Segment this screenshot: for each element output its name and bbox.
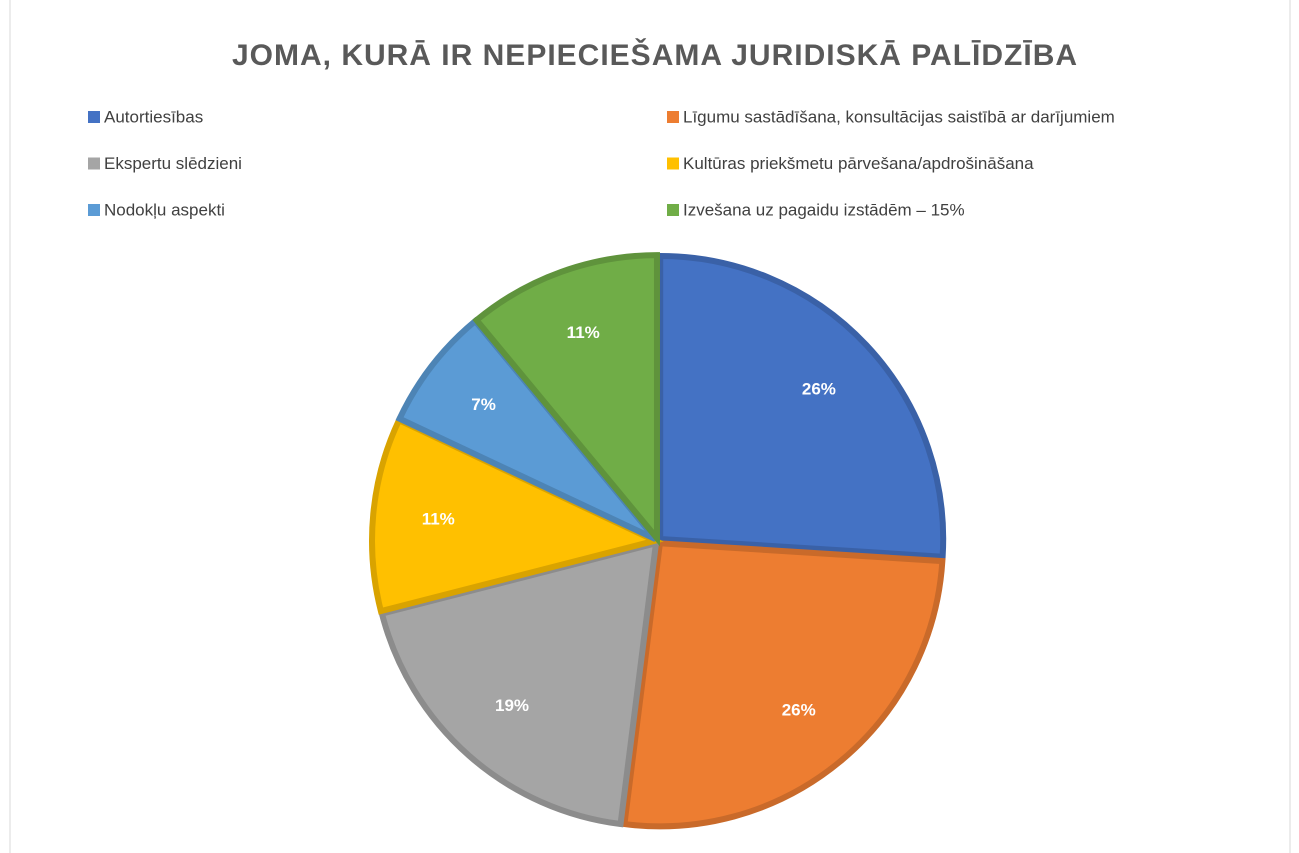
legend-label: Nodokļu aspekti — [104, 200, 225, 219]
legend-swatch — [88, 157, 100, 170]
data-label: 7% — [471, 395, 496, 414]
legend-swatch — [88, 204, 100, 216]
legend-label: Izvešana uz pagaidu izstādēm – 15% — [683, 200, 965, 219]
data-label: 19% — [495, 696, 529, 715]
data-label: 26% — [802, 379, 836, 398]
chart-title: JOMA, KURĀ IR NEPIECIEŠAMA JURIDISKĀ PAL… — [232, 38, 1078, 72]
legend-label: Autortiesības — [104, 107, 203, 126]
legend-swatch — [88, 111, 100, 123]
pie-slice — [657, 252, 947, 560]
legend-swatch — [667, 204, 679, 216]
legend-swatch — [667, 157, 679, 170]
legend-label: Līgumu sastādīšana, konsultācijas saistī… — [683, 107, 1115, 126]
pie-slice — [472, 252, 660, 547]
legend-label: Kultūras priekšmetu pārvešana/apdrošināš… — [683, 154, 1034, 173]
pie-slice — [621, 540, 946, 830]
legend-label: Ekspertu slēdzieni — [104, 154, 242, 173]
pie-slice — [395, 316, 658, 542]
data-label: 11% — [422, 510, 455, 529]
pie-slice — [369, 416, 664, 615]
legend-swatch — [667, 111, 679, 123]
data-label: 26% — [782, 701, 816, 720]
pie-slice — [378, 539, 660, 828]
data-label: 11% — [567, 323, 600, 342]
